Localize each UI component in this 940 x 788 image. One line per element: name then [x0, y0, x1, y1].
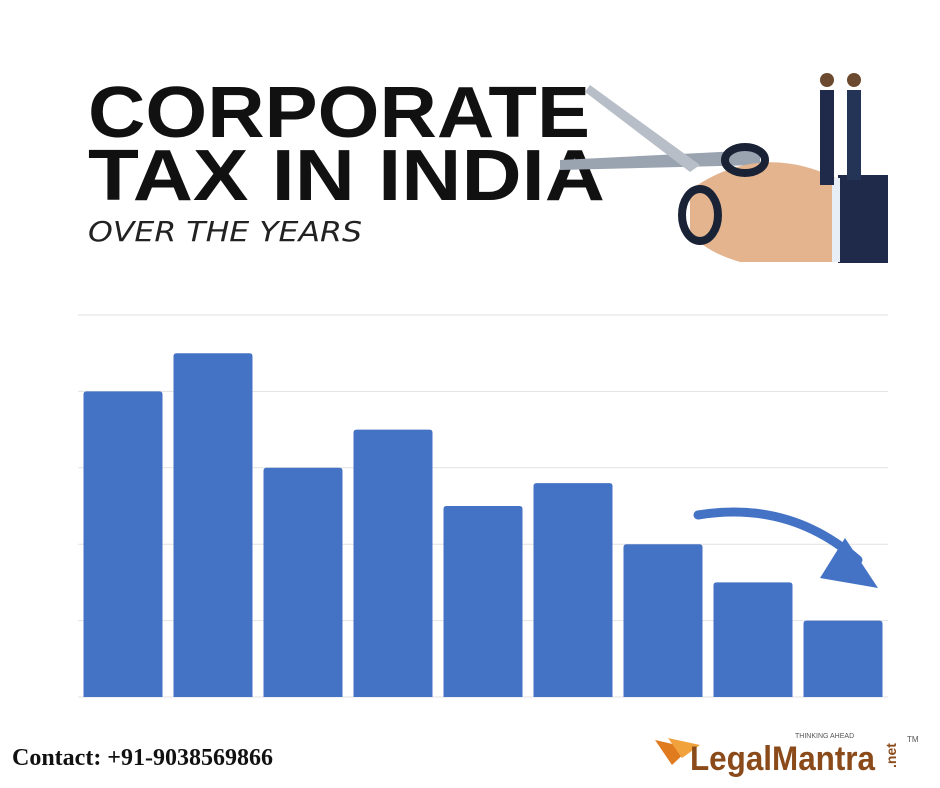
bar: [443, 506, 523, 697]
illustration: [560, 73, 888, 263]
title-line: TAX IN INDIA: [88, 136, 605, 216]
bar: [623, 544, 703, 697]
trademark: TM: [907, 735, 919, 744]
title-line: CORPORATE: [88, 73, 590, 153]
bar: [713, 582, 793, 697]
bar: [173, 353, 253, 697]
trend-arrowhead: [820, 538, 878, 588]
bar: [83, 391, 163, 697]
plot-area: [78, 314, 888, 698]
logo-tagline: THINKING AHEAD: [795, 733, 854, 740]
bar: [803, 620, 883, 697]
trend-arrow: [693, 507, 863, 565]
bar: [353, 429, 433, 697]
logo: LegalMantra .net THINKING AHEAD TM: [655, 733, 919, 778]
bar: [533, 483, 613, 697]
bar: [263, 467, 343, 697]
logo-text: LegalMantra: [690, 740, 876, 778]
contact: Contact: +91-9038569866: [12, 745, 273, 771]
logo-suffix: .net: [883, 743, 899, 768]
subtitle: OVER THE YEARS: [88, 215, 362, 248]
